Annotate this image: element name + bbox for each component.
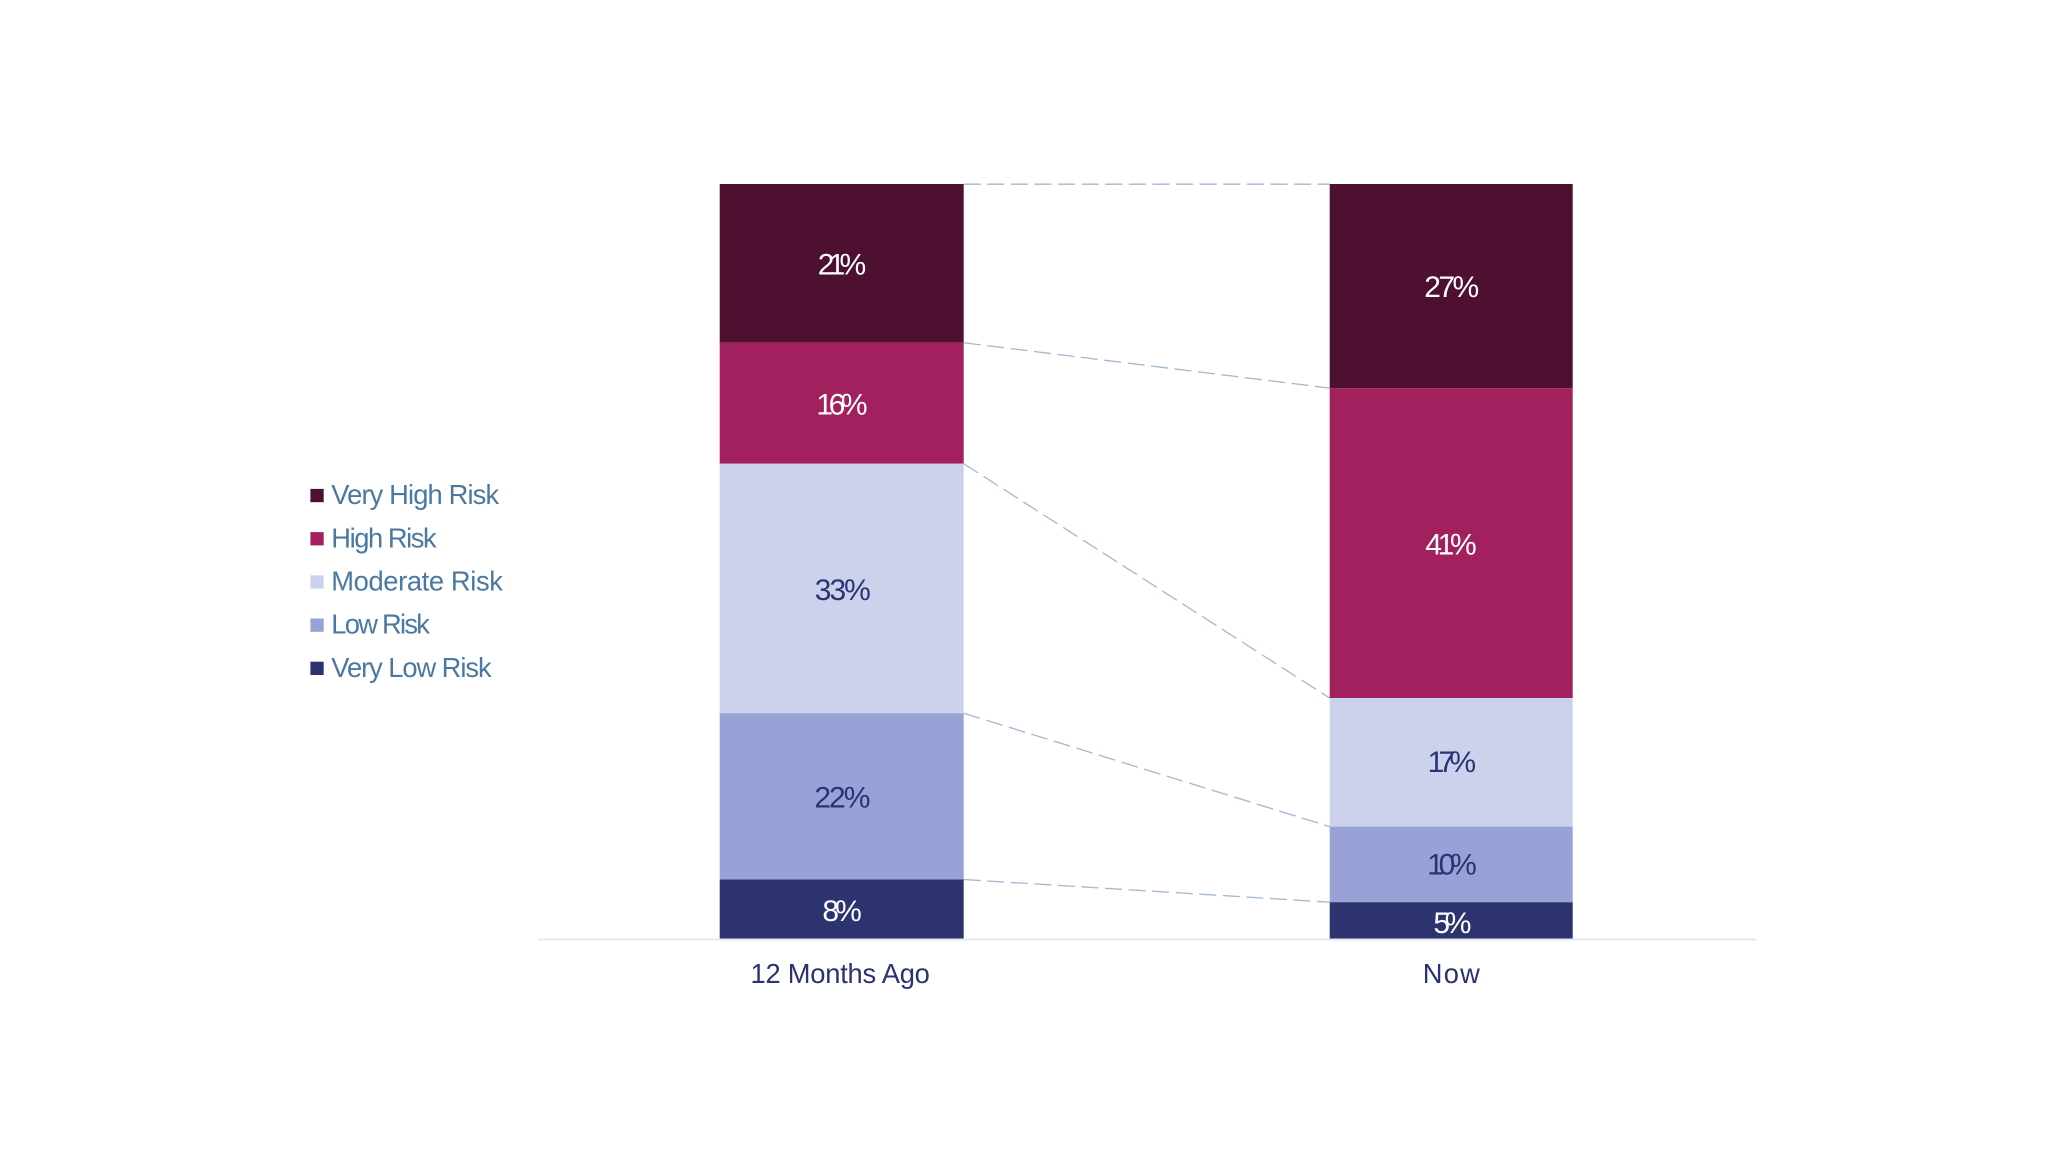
svg-text:Very Low Risk: Very Low Risk	[331, 652, 492, 683]
svg-text:Moderate Risk: Moderate Risk	[331, 566, 503, 597]
svg-text:21%: 21%	[818, 248, 866, 281]
svg-text:Low Risk: Low Risk	[331, 609, 430, 640]
svg-text:12 Months Ago: 12 Months Ago	[751, 958, 930, 989]
svg-text:8%: 8%	[822, 895, 861, 928]
svg-text:22%: 22%	[814, 781, 870, 814]
svg-text:41%: 41%	[1425, 529, 1476, 562]
svg-text:33%: 33%	[815, 574, 871, 607]
svg-text:5%: 5%	[1433, 907, 1471, 940]
svg-text:High Risk: High Risk	[331, 522, 437, 553]
svg-text:27%: 27%	[1424, 271, 1479, 304]
svg-text:10%: 10%	[1427, 848, 1477, 881]
svg-text:Very High Risk: Very High Risk	[331, 479, 499, 510]
svg-text:17%: 17%	[1428, 746, 1476, 779]
svg-text:16%: 16%	[816, 389, 867, 422]
svg-text:Now: Now	[1423, 958, 1480, 989]
